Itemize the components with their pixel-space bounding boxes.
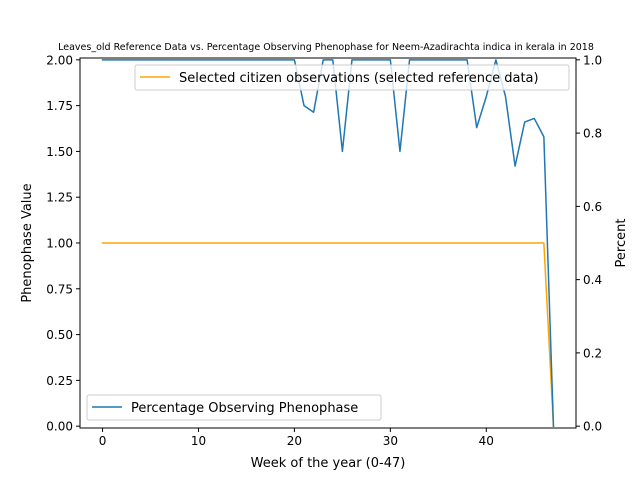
y-right-tick-label: 0.2 — [583, 346, 602, 360]
x-tick-label: 30 — [383, 434, 398, 448]
y-axis-left-label: Phenophase Value — [20, 183, 35, 302]
series-line-citizen-observations — [101, 242, 555, 427]
y-axis-right-label: Percent — [614, 219, 629, 268]
y-left-tick-label: 0.75 — [46, 282, 73, 296]
legend-lower: Percentage Observing Phenophase — [86, 394, 382, 421]
legend-lower-label: Percentage Observing Phenophase — [131, 401, 358, 416]
y-right-tick-label: 0.4 — [583, 273, 602, 287]
y-left-tick-label: 2.00 — [46, 53, 73, 67]
chart-title: Leaves_old Reference Data vs. Percentage… — [58, 42, 594, 53]
legend-upper-label: Selected citizen observations (selected … — [179, 71, 539, 86]
x-tick-label: 0 — [99, 434, 107, 448]
y-left-tick-label: 1.75 — [46, 99, 73, 113]
x-axis-label: Week of the year (0-47) — [251, 456, 406, 471]
plot-area — [101, 59, 555, 427]
y-left-tick-label: 0.25 — [46, 374, 73, 388]
y-right-tick-label: 0.0 — [583, 420, 602, 434]
y-right-tick-label: 1.0 — [583, 53, 602, 67]
legend-upper-box — [134, 64, 570, 91]
y-right-tick-label: 0.6 — [583, 200, 602, 214]
y-left-tick-label: 0.00 — [46, 420, 73, 434]
y-left-tick-label: 1.25 — [46, 191, 73, 205]
x-tick-label: 40 — [479, 434, 494, 448]
legend-upper: Selected citizen observations (selected … — [134, 64, 570, 91]
x-tick-label: 10 — [191, 434, 206, 448]
y-right-tick-label: 0.8 — [583, 127, 602, 141]
y-left-tick-label: 1.50 — [46, 145, 73, 159]
series-line-percentage — [101, 59, 555, 427]
x-tick-label: 20 — [287, 434, 302, 448]
y-axis-right: 0.0 0.2 0.4 0.6 0.8 1.0 — [576, 53, 602, 434]
y-left-tick-label: 0.50 — [46, 328, 73, 342]
y-left-tick-label: 1.00 — [46, 237, 73, 251]
legend-lower-box — [86, 394, 382, 421]
y-axis-left: 0.00 0.25 0.50 0.75 1.00 1.25 1.50 1.75 2.00 — [46, 53, 80, 434]
x-axis: 0 10 20 30 40 — [99, 428, 494, 448]
